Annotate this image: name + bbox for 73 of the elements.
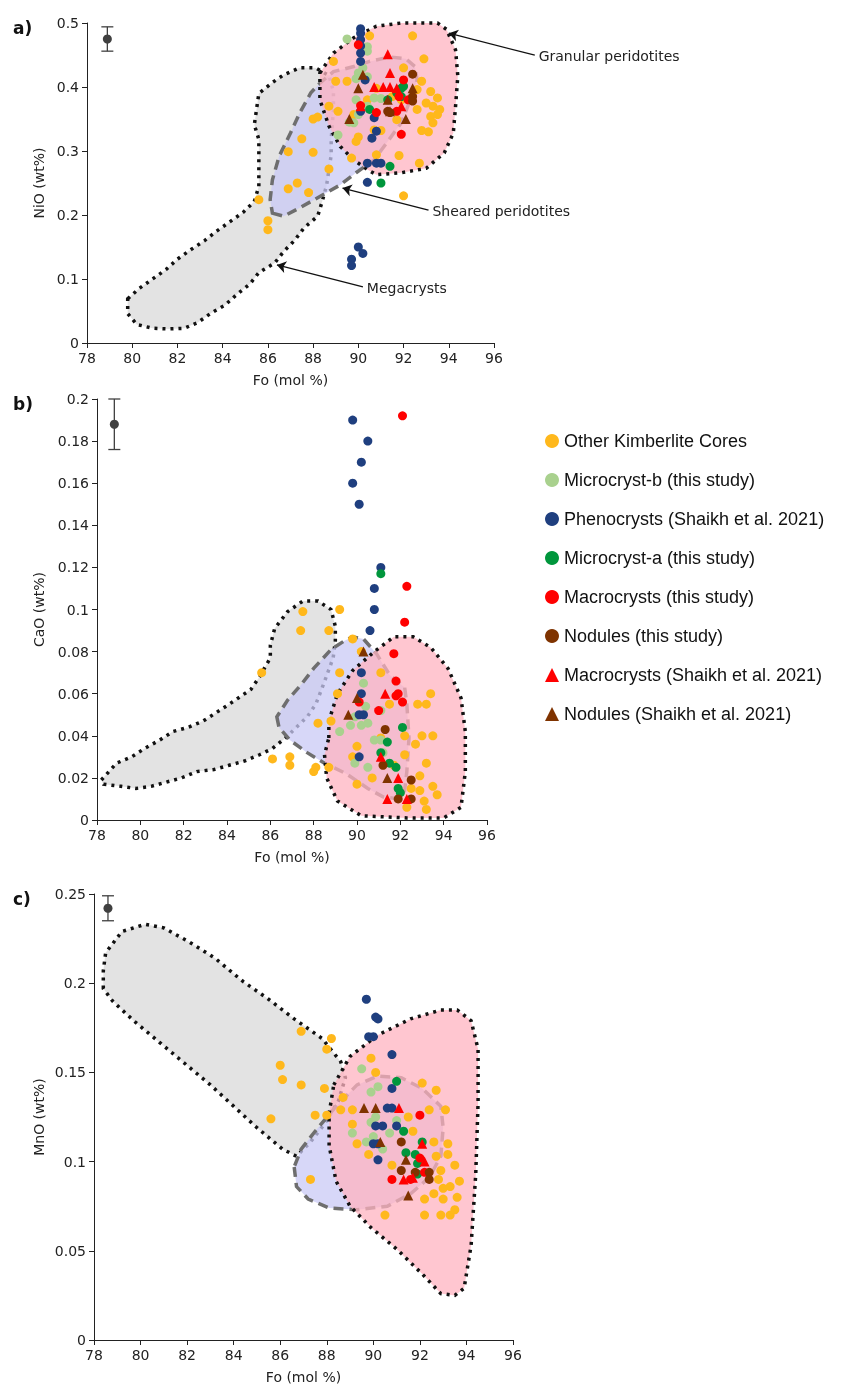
x-axis-title: Fo (mol %) [265, 1369, 342, 1385]
y-tick-label: 0.2 [56, 207, 79, 223]
legend-label: Phenocrysts (Shaikh et al. 2021) [564, 509, 825, 529]
y-axis-title: NiO (wt%) [31, 147, 47, 219]
chart-title: a) [13, 17, 33, 38]
x-tick-label: 94 [439, 350, 458, 366]
x-tick-label: 84 [224, 1347, 243, 1363]
x-tick-label: 90 [364, 1347, 383, 1363]
y-tick-label: 0.12 [57, 559, 89, 576]
x-tick-label: 96 [478, 827, 496, 843]
y-axis-title: MnO (wt%) [31, 1078, 47, 1156]
x-axis-title: Fo (mol %) [252, 372, 329, 388]
x-tick-label: 78 [88, 827, 106, 843]
x-tick-label: 82 [168, 350, 187, 366]
x-tick-label: 92 [394, 350, 413, 366]
y-tick-label: 0.2 [66, 391, 89, 407]
x-tick-label: 90 [349, 350, 368, 366]
y-axis-title: CaO (wt%) [31, 572, 47, 647]
chart-title: b) [13, 393, 33, 414]
x-tick-label: 90 [348, 827, 366, 843]
legend-label: Macrocrysts (Shaikh et al. 2021) [564, 665, 823, 685]
x-tick-label: 86 [271, 1347, 290, 1363]
x-tick-label: 88 [304, 827, 323, 843]
y-tick-label: 0.3 [56, 143, 79, 159]
y-tick-label: 0.02 [57, 769, 89, 786]
x-tick-label: 88 [304, 350, 323, 366]
y-tick-label: 0.08 [57, 643, 89, 660]
x-tick-label: 92 [410, 1347, 429, 1363]
annotation: Megacrysts [366, 279, 447, 296]
x-tick-label: 84 [218, 827, 236, 843]
y-tick-label: 0.25 [54, 886, 86, 902]
legend-label: Macrocrysts (this study) [564, 587, 755, 607]
y-tick-label: 0.04 [57, 727, 90, 744]
y-tick-label: 0.06 [57, 685, 90, 702]
x-axis-title: Fo (mol %) [254, 849, 330, 865]
x-tick-label: 86 [258, 350, 277, 366]
y-tick-label: 0.16 [57, 475, 90, 492]
y-tick-label: 0.2 [63, 975, 86, 992]
x-tick-label: 96 [504, 1347, 522, 1363]
legend-label: Nodules (Shaikh et al. 2021) [564, 704, 792, 724]
x-tick-label: 80 [131, 1347, 150, 1363]
x-tick-label: 82 [178, 1347, 197, 1363]
y-tick-label: 0.5 [56, 15, 79, 31]
x-tick-label: 84 [213, 350, 232, 366]
x-tick-label: 80 [123, 350, 142, 366]
y-tick-label: 0.15 [54, 1064, 86, 1081]
x-tick-label: 88 [317, 1347, 336, 1363]
x-tick-label: 86 [261, 827, 280, 843]
x-tick-label: 82 [174, 827, 193, 843]
legend-label: Nodules (this study) [564, 626, 724, 646]
y-tick-label: 0.14 [57, 517, 90, 534]
x-tick-label: 94 [457, 1347, 476, 1363]
annotation: Granular peridotites [538, 48, 680, 65]
x-tick-label: 94 [434, 827, 453, 843]
x-tick-label: 92 [391, 827, 410, 843]
chart-title: c) [13, 888, 31, 909]
legend-label: Microcryst-b (this study) [564, 470, 756, 490]
y-tick-label: 0 [80, 812, 89, 828]
y-tick-label: 0 [70, 335, 79, 351]
y-tick-label: 0.05 [54, 1242, 86, 1259]
legend-label: Other Kimberlite Cores [564, 431, 748, 451]
x-tick-label: 78 [85, 1347, 103, 1363]
x-tick-label: 96 [485, 350, 503, 366]
y-tick-label: 0.4 [56, 79, 80, 95]
legend-label: Microcryst-a (this study) [564, 548, 756, 568]
x-tick-label: 80 [131, 827, 150, 843]
y-tick-label: 0.18 [57, 433, 89, 450]
y-tick-label: 0 [77, 1332, 86, 1348]
annotation: Sheared peridotites [432, 203, 571, 220]
x-tick-label: 78 [78, 350, 96, 366]
y-tick-label: 0.1 [63, 1153, 86, 1170]
y-tick-label: 0.1 [56, 271, 79, 287]
y-tick-label: 0.1 [66, 601, 89, 618]
